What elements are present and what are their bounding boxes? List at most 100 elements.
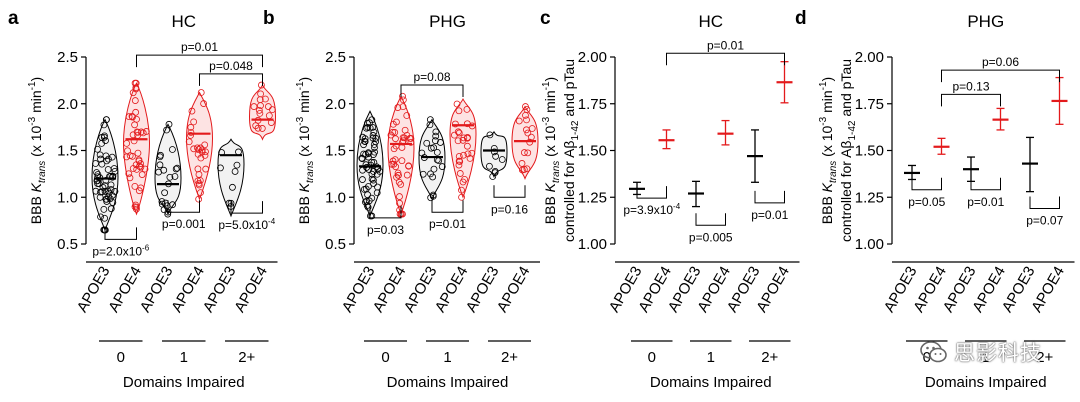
data-point	[101, 182, 109, 190]
data-point	[486, 131, 494, 139]
data-point	[97, 155, 104, 163]
y-axis-label: BBB Ktrans (x 10-3 min-1)	[27, 77, 48, 224]
data-point	[131, 97, 139, 104]
data-point	[195, 146, 202, 153]
y-tick-label: 1.25	[578, 189, 607, 206]
panel-d: d PHG 1.00 1.25 1.50 1.75 2.00 BBB Ktrans (x 10…	[795, 8, 1075, 391]
data-point	[92, 160, 99, 167]
data-point	[453, 100, 461, 108]
data-point	[523, 106, 531, 113]
data-point	[108, 153, 116, 161]
significance-bracket	[941, 93, 1001, 107]
data-point	[389, 157, 397, 165]
data-point	[455, 107, 463, 115]
p-value-label: p=0.005	[689, 230, 733, 244]
data-point	[463, 120, 471, 128]
data-point	[362, 161, 370, 169]
data-point	[456, 158, 464, 165]
data-point	[200, 100, 208, 107]
data-point	[463, 142, 471, 150]
data-point	[364, 203, 372, 211]
p-value-label: p=0.05	[908, 195, 945, 209]
x-axis-label: Domains Impaired	[387, 374, 509, 391]
data-point	[197, 144, 204, 152]
data-point	[134, 149, 142, 157]
data-point	[139, 129, 147, 137]
data-point	[197, 189, 204, 197]
y-tick-label: 2.5	[57, 49, 78, 66]
data-point	[107, 205, 115, 213]
data-point	[390, 145, 398, 153]
data-point	[156, 161, 164, 169]
data-point	[427, 170, 434, 178]
data-point	[368, 212, 376, 220]
data-point	[429, 192, 437, 200]
data-point	[433, 148, 441, 156]
data-point	[173, 164, 181, 172]
data-point	[100, 226, 108, 234]
data-point	[397, 181, 405, 188]
watermark-text: 思影科技	[954, 341, 1042, 365]
data-point	[403, 171, 411, 179]
data-point	[198, 146, 206, 154]
data-point	[158, 198, 166, 205]
data-point	[400, 134, 408, 142]
watermark: 思影科技	[920, 334, 1050, 370]
data-point	[431, 137, 439, 145]
p-value-label: p=0.13	[952, 79, 989, 93]
data-point	[187, 131, 195, 139]
group-label: 2+	[1036, 349, 1053, 366]
data-point	[369, 132, 377, 139]
panel-title: HC	[171, 12, 196, 31]
data-point	[363, 202, 371, 209]
data-point	[491, 167, 499, 175]
significance-bracket	[167, 200, 200, 213]
data-point	[166, 173, 174, 181]
significance-bracket	[636, 186, 667, 199]
data-point	[141, 165, 149, 173]
data-point	[458, 186, 465, 194]
data-point	[455, 129, 463, 137]
data-point	[358, 154, 366, 162]
data-point	[108, 192, 116, 199]
panel-letter: d	[795, 8, 807, 29]
data-point	[250, 103, 258, 110]
data-point	[190, 145, 198, 153]
data-point	[398, 157, 406, 165]
data-point	[165, 120, 173, 128]
significance-bracket	[230, 201, 263, 214]
p-value-label: p=5.0x10-4	[218, 217, 275, 232]
data-point	[396, 193, 403, 200]
data-point	[111, 167, 119, 175]
data-point	[133, 165, 141, 173]
data-point	[393, 173, 400, 181]
data-point	[437, 139, 444, 146]
data-point	[463, 134, 471, 142]
data-point	[158, 200, 166, 208]
data-point	[217, 164, 224, 172]
data-point	[137, 160, 144, 167]
significance-bracket	[199, 73, 263, 86]
data-point	[255, 106, 263, 114]
group-label: 0	[381, 349, 389, 366]
panel-letter: c	[540, 8, 551, 29]
data-point	[359, 176, 366, 183]
data-point	[391, 156, 399, 163]
panel-letter: a	[8, 8, 19, 29]
panel-title: PHG	[967, 12, 1004, 31]
data-point	[518, 166, 526, 174]
data-point	[374, 183, 381, 191]
data-point	[463, 105, 471, 113]
data-point	[103, 198, 111, 205]
data-point	[458, 193, 465, 201]
data-point	[363, 197, 370, 205]
significance-bracket	[104, 227, 137, 240]
group-label: 2+	[501, 349, 518, 366]
significance-bracket	[493, 185, 526, 198]
data-point	[142, 128, 150, 135]
data-point	[522, 126, 530, 134]
data-point	[364, 183, 372, 190]
y-tick-label: 2.00	[855, 49, 884, 66]
data-point	[202, 148, 209, 156]
